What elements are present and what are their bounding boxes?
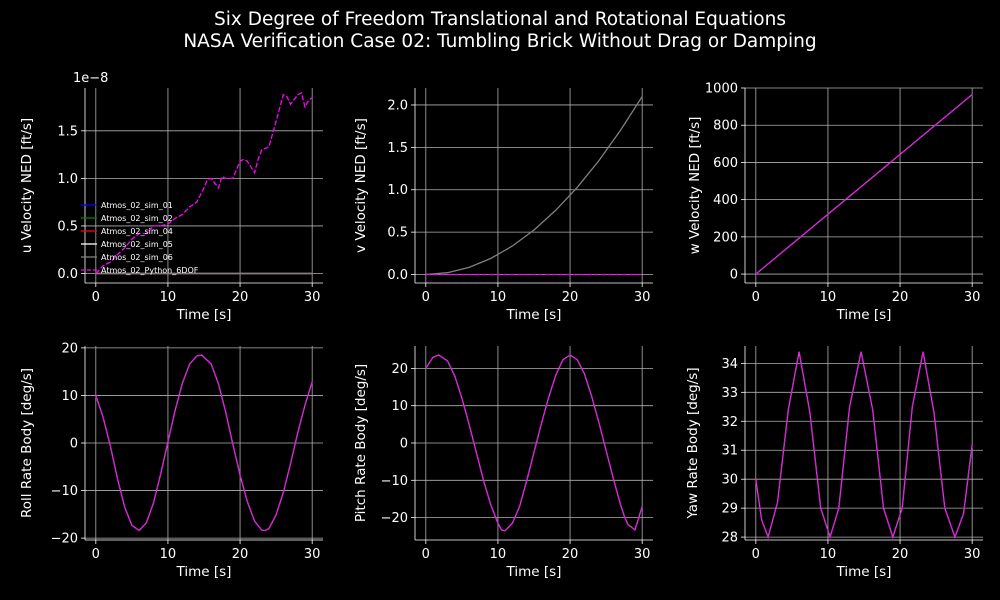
x-tick-label: 30: [304, 547, 321, 562]
y-axis-label: v Velocity NED [ft/s]: [353, 118, 369, 253]
y-axis-label: Yaw Rate Body [deg/s]: [685, 367, 701, 519]
x-tick-label: 10: [490, 547, 507, 562]
y-tick-label: 0: [730, 268, 738, 283]
subplot-1: 0 10 20 30 0.0 0.5 1.0 1.5 Time [s] u Velocity NE…: [19, 71, 323, 323]
figure-title-line-1: Six Degree of Freedom Translational and …: [213, 9, 786, 30]
y-axis-label: Roll Rate Body [deg/s]: [19, 368, 35, 518]
x-tick-label: 10: [820, 290, 837, 305]
legend-label: Atmos_02_sim_06: [101, 253, 173, 262]
y-tick-label: −10: [381, 474, 408, 489]
x-tick-label: 0: [752, 290, 760, 305]
y-tick-label: 1000: [705, 82, 738, 97]
series-line-atmos-02-python-6dof: [95, 91, 313, 274]
y-tick-label: 1.5: [387, 141, 408, 156]
subplot-3: 0 10 20 30 0 200 400 600 800 1000 Time [s] w Veloci…: [687, 82, 983, 323]
x-axis-label: Time [s]: [176, 307, 232, 323]
y-tick-label: 20: [61, 341, 78, 356]
x-axis-label: Time [s]: [506, 307, 562, 323]
x-tick-label: 10: [820, 547, 837, 562]
y-tick-label: 1.5: [57, 124, 78, 139]
legend-label: Atmos_02_sim_01: [101, 201, 173, 210]
series-line-atmos-02-sim-06: [425, 96, 643, 276]
y-offset-text: 1e−8: [73, 71, 108, 86]
legend-label: Atmos_02_sim_05: [101, 240, 173, 249]
legend: Atmos_02_sim_01 Atmos_02_sim_02 Atmos_02_s…: [81, 201, 199, 275]
y-tick-label: 10: [391, 399, 408, 414]
x-tick-label: 30: [634, 290, 651, 305]
legend-label: Atmos_02_sim_04: [101, 227, 173, 236]
y-tick-label: 1.0: [57, 172, 78, 187]
y-tick-label: 28: [721, 531, 738, 546]
figure-title-line-2: NASA Verification Case 02: Tumbling Bric…: [183, 31, 817, 52]
x-tick-label: 0: [92, 290, 100, 305]
y-tick-label: 1.0: [387, 183, 408, 198]
x-tick-label: 10: [490, 290, 507, 305]
x-tick-label: 20: [562, 547, 579, 562]
x-axis-label: Time [s]: [836, 564, 892, 580]
y-tick-label: 2.0: [387, 98, 408, 113]
series-line-atmos-02-python-6dof: [755, 93, 973, 275]
y-tick-label: 600: [713, 156, 738, 171]
legend-label: Atmos_02_sim_02: [101, 214, 173, 223]
y-tick-label: 0: [70, 437, 78, 452]
y-tick-label: 34: [721, 357, 738, 372]
x-tick-label: 30: [964, 290, 981, 305]
y-tick-label: −20: [381, 511, 408, 526]
y-tick-label: 0.0: [387, 268, 408, 283]
x-tick-label: 10: [160, 290, 177, 305]
y-tick-label: 30: [721, 473, 738, 488]
y-tick-label: 400: [713, 193, 738, 208]
y-axis-label: u Velocity NED [ft/s]: [19, 118, 35, 253]
y-tick-label: 32: [721, 415, 738, 430]
subplot-6: 0 10 20 30 28 29 30 31 32 33 34 Time [s] Yaw Rate Bo…: [685, 346, 983, 580]
y-axis-label: Pitch Rate Body [deg/s]: [353, 364, 369, 522]
x-tick-label: 10: [160, 547, 177, 562]
y-tick-label: 200: [713, 230, 738, 245]
y-tick-label: 31: [721, 444, 738, 459]
x-tick-label: 0: [422, 290, 430, 305]
y-tick-label: 0.5: [57, 219, 78, 234]
x-tick-label: 30: [964, 547, 981, 562]
series-line-atmos-02-sim-06: [755, 351, 973, 540]
x-tick-label: 20: [232, 290, 249, 305]
y-tick-label: 10: [61, 389, 78, 404]
y-tick-label: −10: [51, 484, 78, 499]
x-tick-label: 30: [304, 290, 321, 305]
y-tick-label: 0: [400, 437, 408, 452]
x-tick-label: 20: [232, 547, 249, 562]
y-tick-label: 29: [721, 502, 738, 517]
series-line-atmos-02-python-6dof: [425, 354, 643, 532]
y-tick-label: 800: [713, 119, 738, 134]
series-line-atmos-02-python-6dof: [95, 354, 313, 532]
x-tick-label: 0: [752, 547, 760, 562]
x-axis-label: Time [s]: [506, 564, 562, 580]
x-tick-label: 30: [634, 547, 651, 562]
legend-label: Atmos_02_Python_6DOF: [101, 266, 199, 275]
subplot-2: 0 10 20 30 0.0 0.5 1.0 1.5 2.0 Time [s] v Velocity…: [353, 88, 653, 323]
y-tick-label: 20: [391, 362, 408, 377]
x-tick-label: 20: [892, 290, 909, 305]
x-axis-label: Time [s]: [176, 564, 232, 580]
y-axis-label: w Velocity NED [ft/s]: [687, 117, 703, 255]
y-tick-label: 0.0: [57, 267, 78, 282]
y-tick-label: −20: [51, 532, 78, 547]
x-tick-label: 0: [422, 547, 430, 562]
y-tick-label: 0.5: [387, 226, 408, 241]
x-tick-label: 20: [562, 290, 579, 305]
x-tick-label: 0: [92, 547, 100, 562]
x-tick-label: 20: [892, 547, 909, 562]
series-line-atmos-02-python-6dof: [755, 351, 973, 540]
x-axis-label: Time [s]: [836, 307, 892, 323]
y-tick-label: 33: [721, 386, 738, 401]
